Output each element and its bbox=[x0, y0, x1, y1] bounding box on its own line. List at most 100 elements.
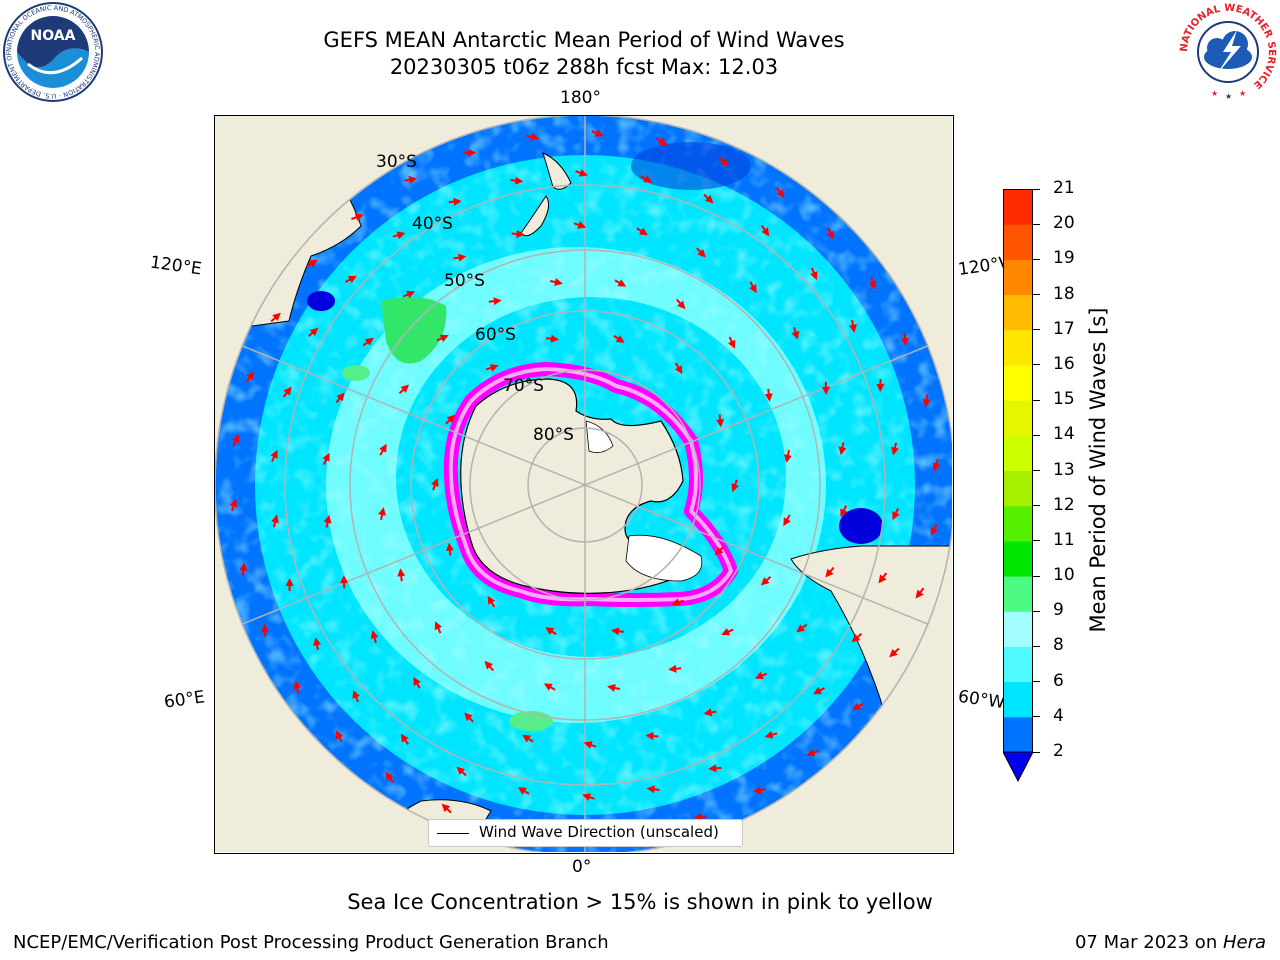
wind-arrow bbox=[825, 566, 835, 578]
wind-arrow bbox=[484, 660, 495, 672]
wind-wave-arrows bbox=[229, 129, 941, 841]
map-panel: 30°S 40°S 50°S 60°S 70°S 80°S Wind Wave … bbox=[214, 115, 954, 854]
colorbar-outline bbox=[1003, 189, 1033, 753]
colorbar-segment bbox=[1003, 259, 1033, 296]
wind-arrow bbox=[582, 793, 595, 801]
wind-arrow bbox=[783, 514, 791, 527]
wind-arrow bbox=[721, 627, 734, 636]
wind-arrow bbox=[591, 129, 604, 137]
colorbar-tick-label: 14 bbox=[1053, 424, 1075, 445]
wind-arrow bbox=[826, 227, 835, 240]
wind-arrow bbox=[313, 637, 321, 651]
wind-arrow bbox=[404, 175, 418, 184]
noaa-text: NOAA bbox=[31, 28, 76, 44]
colorbar-tick-mark bbox=[1033, 188, 1040, 190]
wind-arrow bbox=[575, 169, 588, 177]
wind-arrow bbox=[573, 221, 587, 229]
wind-arrow bbox=[488, 297, 502, 306]
polar-map bbox=[215, 116, 952, 852]
lat-label-50s: 50°S bbox=[444, 271, 485, 291]
wind-arrow bbox=[696, 247, 706, 258]
colorbar-tick-label: 8 bbox=[1053, 635, 1064, 656]
wind-arrow bbox=[385, 771, 394, 783]
wind-arrow bbox=[776, 187, 785, 199]
wind-arrow bbox=[613, 334, 625, 343]
wind-arrow bbox=[448, 197, 462, 206]
wind-arrow bbox=[671, 598, 685, 606]
wind-arrow bbox=[655, 137, 668, 146]
wind-arrow bbox=[675, 298, 686, 310]
antarctica-land bbox=[460, 378, 693, 594]
wind-arrow bbox=[749, 281, 757, 294]
wind-arrow bbox=[610, 627, 624, 636]
map-legend: Wind Wave Direction (unscaled) bbox=[428, 819, 743, 847]
wind-arrow bbox=[851, 632, 863, 643]
noaa-logo-icon: NATIONAL OCEANIC AND ATMOSPHERIC ADMINIS… bbox=[2, 2, 103, 102]
wind-arrow bbox=[784, 449, 792, 463]
colorbar-tick-mark bbox=[1033, 434, 1040, 436]
wind-arrow bbox=[453, 253, 467, 262]
wind-arrow bbox=[282, 386, 292, 398]
colorbar-tick-mark bbox=[1033, 364, 1040, 366]
lat-label-60s: 60°S bbox=[475, 325, 516, 345]
wind-arrow bbox=[868, 276, 877, 290]
wind-arrow bbox=[543, 683, 556, 691]
graticule bbox=[215, 116, 952, 852]
wind-arrow bbox=[522, 734, 534, 743]
colorbar-tick-mark bbox=[1033, 258, 1040, 260]
colorbar-tick-mark bbox=[1033, 716, 1040, 718]
wind-arrow bbox=[398, 384, 410, 395]
wind-arrow bbox=[731, 479, 739, 493]
wind-arrow bbox=[352, 689, 360, 703]
wind-arrow bbox=[796, 623, 808, 633]
svg-text:★: ★ bbox=[1211, 89, 1218, 98]
wind-arrow bbox=[806, 748, 819, 757]
wind-arrow bbox=[511, 229, 525, 238]
wind-arrow bbox=[546, 334, 560, 343]
wind-arrow bbox=[703, 708, 717, 717]
wind-arrow bbox=[351, 213, 364, 222]
sea-ice-note: Sea Ice Concentration > 15% is shown in … bbox=[347, 890, 933, 914]
colorbar-tick-mark bbox=[1033, 610, 1040, 612]
chart-title: GEFS MEAN Antarctic Mean Period of Wind … bbox=[323, 28, 845, 52]
colorbar-tick-label: 20 bbox=[1053, 213, 1075, 234]
colorbar-tick-label: 15 bbox=[1053, 389, 1075, 410]
colorbar-tick-label: 2 bbox=[1053, 741, 1064, 761]
wind-arrow bbox=[436, 334, 449, 343]
wind-arrow bbox=[714, 545, 725, 556]
wind-arrow bbox=[231, 434, 240, 447]
wind-arrow bbox=[810, 267, 818, 281]
colorbar-segment bbox=[1003, 505, 1033, 542]
wind-arrow bbox=[456, 766, 467, 777]
colorbar-tick-mark bbox=[1033, 470, 1040, 471]
colorbar-segment bbox=[1003, 364, 1033, 401]
colorbar-segment bbox=[1003, 716, 1033, 753]
colorbar-tick-mark bbox=[1033, 681, 1040, 683]
wind-arrow bbox=[335, 392, 345, 404]
colorbar-tick-mark bbox=[1033, 575, 1040, 577]
wind-arrow bbox=[345, 275, 357, 284]
wind-arrow bbox=[607, 684, 621, 692]
colorbar-segment bbox=[1003, 470, 1033, 507]
wind-arrow bbox=[441, 803, 452, 814]
wind-arrow bbox=[645, 732, 659, 741]
wind-arrow bbox=[445, 542, 454, 556]
wind-arrow bbox=[485, 364, 499, 372]
colorbar-tick-label: 16 bbox=[1053, 353, 1075, 374]
wind-arrow bbox=[674, 362, 683, 375]
colorbar-tick-mark bbox=[1033, 645, 1040, 647]
colorbar-tick-label: 9 bbox=[1053, 600, 1064, 621]
colorbar-tick-label: 12 bbox=[1053, 494, 1075, 515]
wind-arrow bbox=[614, 279, 627, 287]
chart-subtitle: 20230305 t06z 288h fcst Max: 12.03 bbox=[389, 55, 779, 79]
colorbar-tick-mark bbox=[1033, 505, 1040, 507]
colorbar-tick-mark bbox=[1033, 223, 1040, 225]
wind-arrow bbox=[340, 575, 349, 589]
wind-arrow bbox=[378, 507, 386, 521]
lat-label-80s: 80°S bbox=[533, 425, 574, 445]
credit-left: NCEP/EMC/Verification Post Processing Pr… bbox=[13, 932, 609, 953]
wind-arrow bbox=[878, 572, 888, 584]
nws-logo-icon: NATIONAL WEATHER SERVICE ★ ★ ★ bbox=[1179, 3, 1277, 101]
wind-arrow bbox=[487, 595, 496, 608]
wind-arrow bbox=[727, 336, 736, 349]
